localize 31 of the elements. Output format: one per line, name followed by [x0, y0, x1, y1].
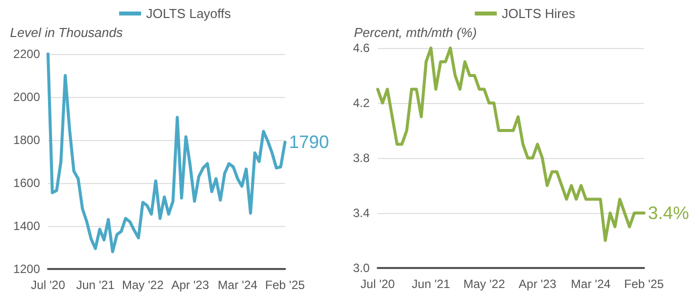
- x-tick-label: Jun '21: [412, 277, 450, 291]
- x-tick-label: Feb '25: [624, 277, 664, 291]
- y-tick-label: 4.6: [352, 41, 370, 55]
- legend-label: JOLTS Layoffs: [146, 6, 232, 21]
- x-tick-label: Jun '21: [76, 278, 115, 292]
- y-tick-label: 1800: [13, 133, 40, 147]
- y-tick-label: 2000: [13, 90, 40, 104]
- y-axis-title: Percent, mth/mth (%): [354, 25, 477, 40]
- x-tick-label: May '22: [463, 277, 506, 291]
- y-tick-label: 4.2: [352, 96, 370, 110]
- y-tick-label: 3.4: [352, 206, 370, 220]
- line-series: [376, 46, 646, 242]
- x-tick-label: Feb '25: [265, 278, 306, 292]
- x-tick-label: Jul '20: [30, 278, 66, 292]
- y-tick-label: 1200: [13, 262, 40, 276]
- x-tick-label: Apr '23: [518, 277, 557, 291]
- line-series: [46, 52, 286, 254]
- x-tick-label: Mar '24: [218, 278, 258, 292]
- x-tick-label: Apr '23: [171, 278, 210, 292]
- x-tick-label: Jul '20: [360, 277, 396, 291]
- y-tick-label: 2200: [13, 47, 40, 61]
- data-label: 3.4%: [648, 203, 690, 223]
- y-axis-title: Level in Thousands: [10, 25, 124, 40]
- y-tick-label: 3.0: [352, 261, 370, 275]
- y-tick-label: 3.8: [352, 151, 370, 165]
- y-tick-label: 1400: [13, 219, 40, 233]
- x-tick-label: May '22: [122, 278, 164, 292]
- data-label: 1790: [289, 132, 330, 152]
- x-tick-label: Mar '24: [570, 277, 611, 291]
- y-tick-label: 1600: [13, 176, 40, 190]
- legend-label: JOLTS Hires: [502, 6, 576, 21]
